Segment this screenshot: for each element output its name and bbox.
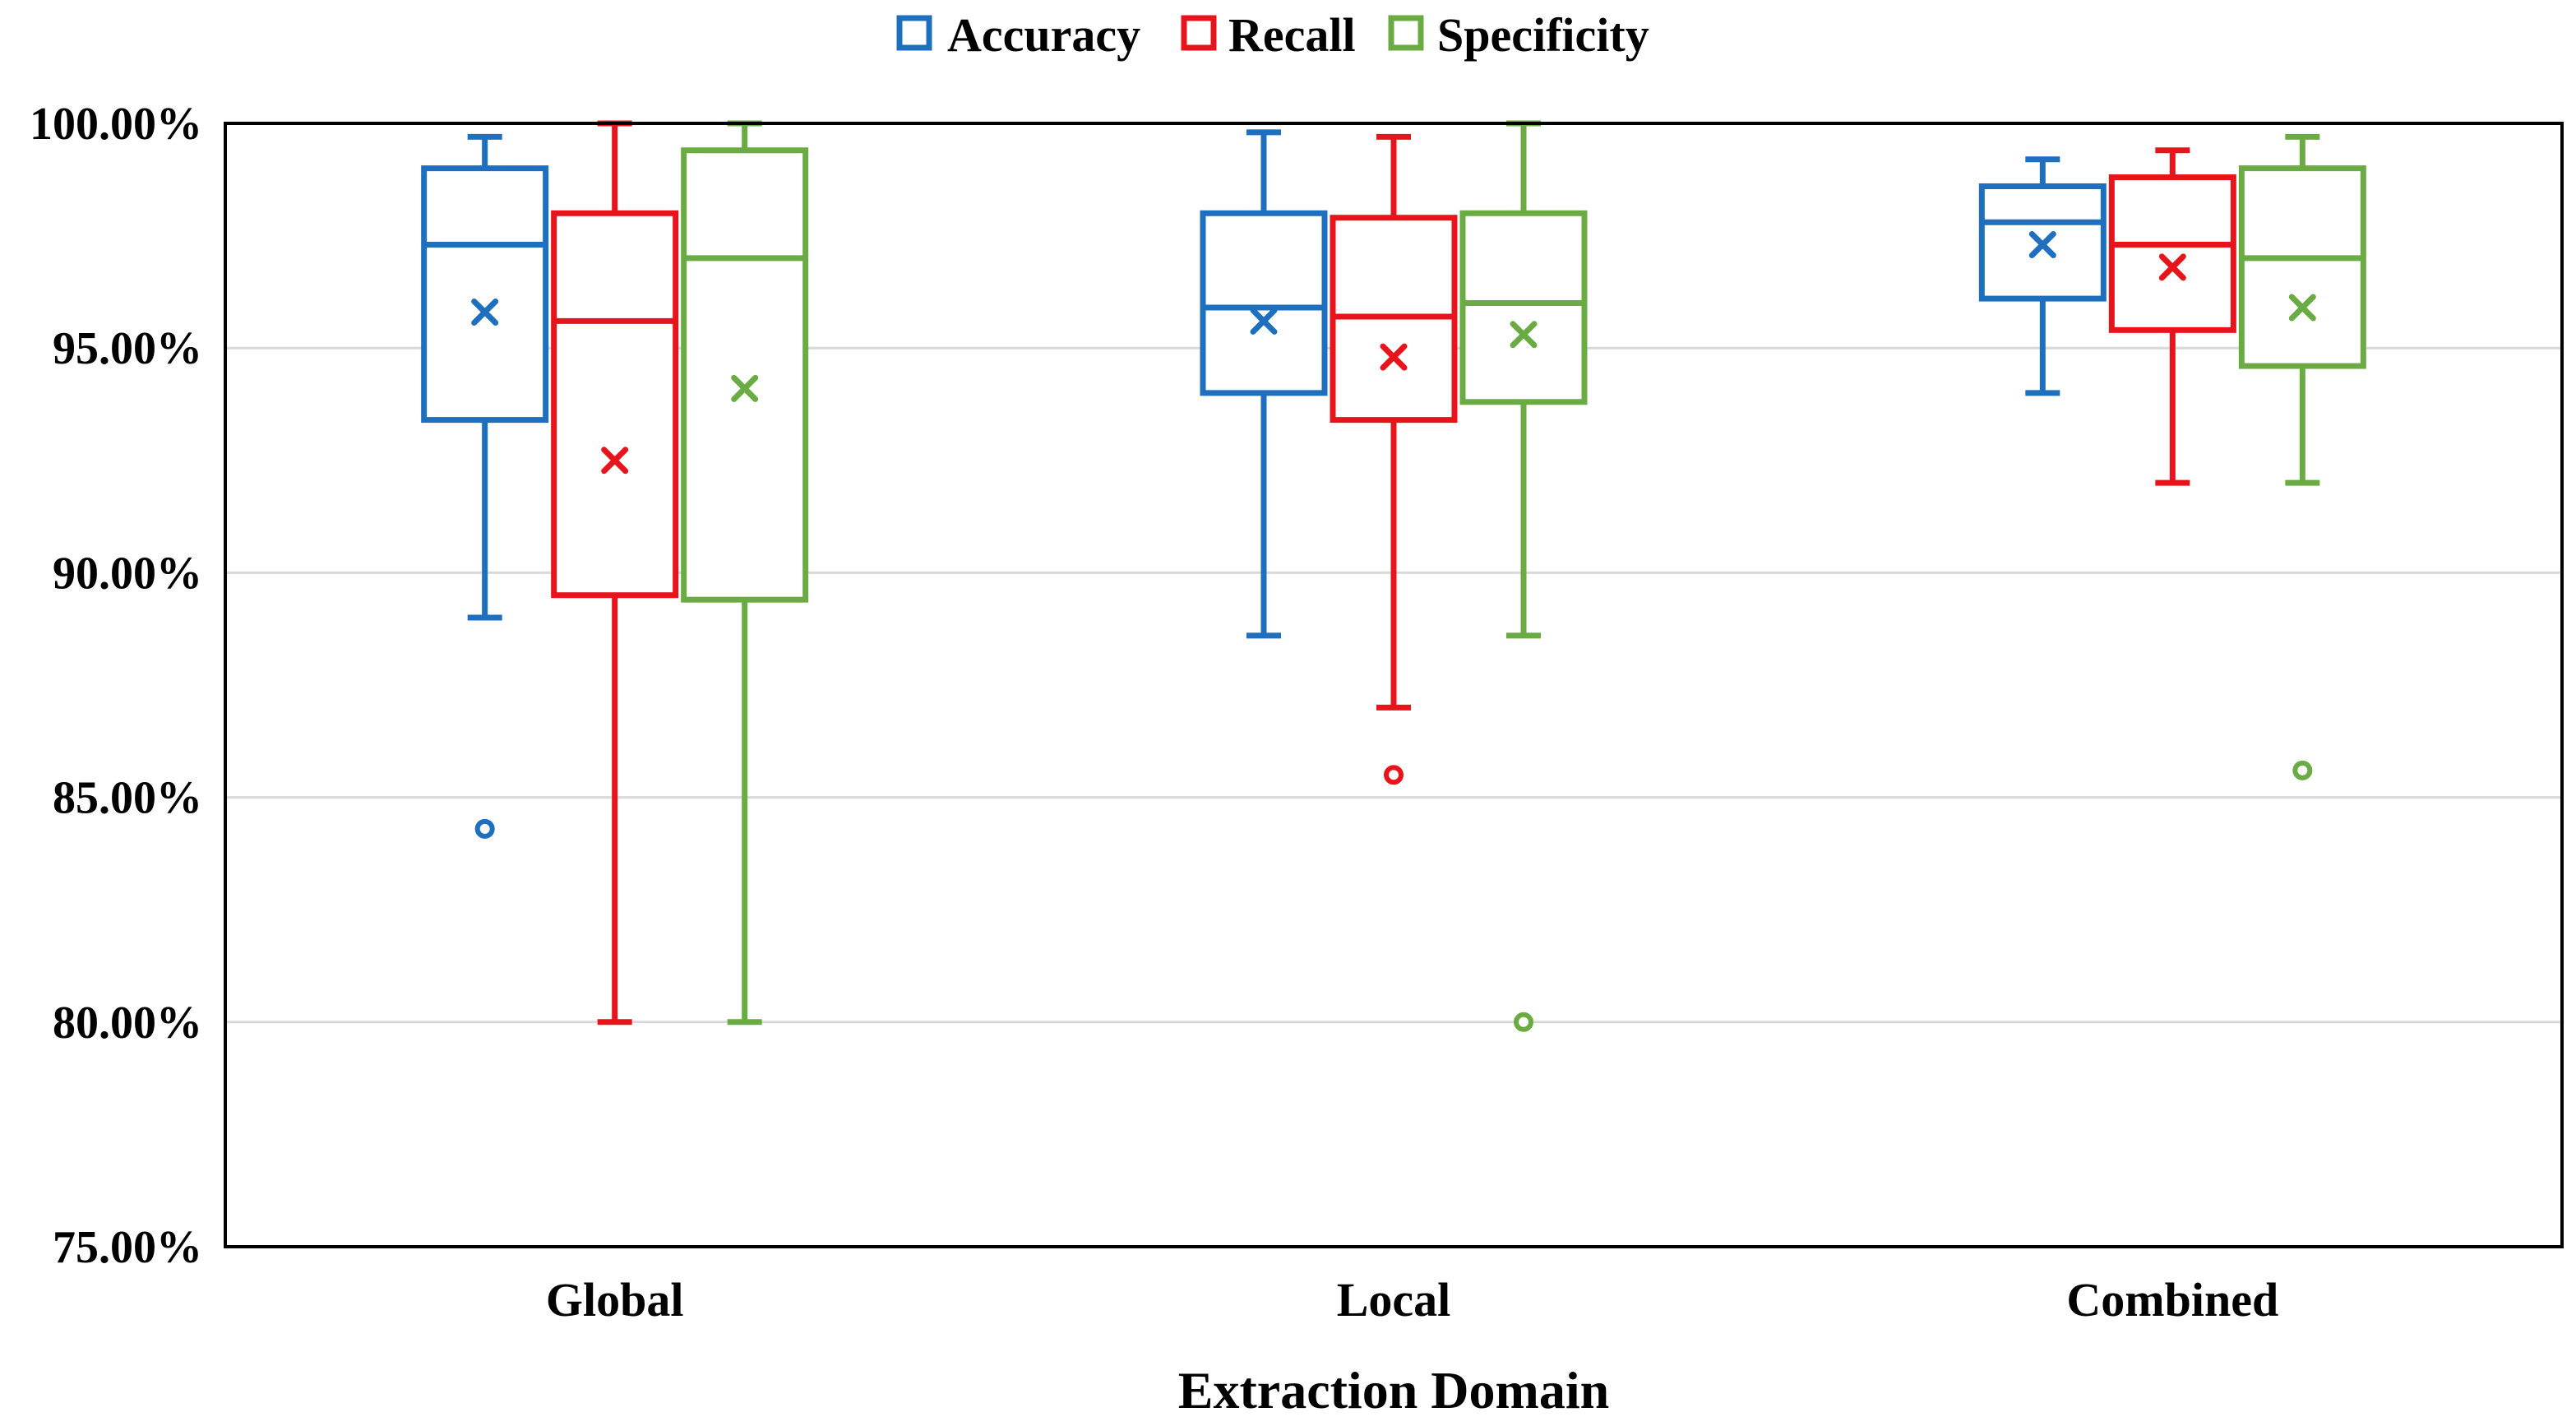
x-category-label: Combined [2066,1273,2278,1326]
outlier-point [1384,765,1404,785]
mean-marker-stroke [1510,321,1538,349]
y-tick-label: 100.00% [30,99,202,150]
legend-item-specificity: Specificity [1388,8,1649,62]
legend-swatch [1181,15,1217,51]
box-accuracy-global [421,133,549,839]
mean-marker-stroke [2158,253,2186,281]
mean-marker-stroke [1380,343,1408,371]
box-iqr [551,210,679,599]
mean-marker-stroke [2288,294,2316,322]
box-specificity-global [681,120,809,1026]
y-tick-label: 80.00% [53,998,202,1049]
mean-marker [601,447,629,475]
mean-marker [2028,231,2056,259]
legend-item-accuracy: Accuracy [896,8,1140,62]
y-tick-label: 95.00% [53,323,202,374]
box-recall-combined [2108,147,2236,486]
box-iqr [681,147,809,603]
box-iqr [421,165,549,424]
y-tick-label: 85.00% [53,773,202,824]
mean-marker-stroke [601,447,629,475]
mean-marker [731,374,759,402]
mean-marker [471,298,499,326]
outlier-point [474,818,495,839]
legend-item-recall: Recall [1181,8,1356,62]
y-tick-label: 75.00% [53,1222,202,1273]
x-category-label: Global [546,1273,684,1326]
legend-swatch [1388,15,1424,51]
legend-swatch [896,15,932,51]
x-axis-title: Extraction Domain [1178,1361,1609,1419]
box-iqr [1200,210,1328,396]
box-series [421,120,2366,1032]
y-tick-label: 90.00% [53,548,202,599]
mean-marker [1380,343,1408,371]
x-category-label: Local [1337,1273,1451,1326]
outlier-point [1514,1012,1533,1032]
x-axis-categories: Global Local Combined [546,1273,2278,1326]
mean-marker [1510,321,1538,349]
box-recall-global [551,120,679,1026]
box-accuracy-local [1200,129,1328,639]
mean-marker [2158,253,2186,281]
chart-legend: Accuracy Recall Specificity [896,8,1649,62]
mean-marker [2288,294,2316,322]
outlier-point [2292,760,2313,780]
box-recall-local [1330,133,1458,785]
box-iqr [2238,165,2366,369]
legend-label: Specificity [1437,8,1649,62]
legend-label: Accuracy [947,8,1140,62]
box-iqr [2108,174,2236,333]
box-iqr [1978,183,2107,302]
legend-label: Recall [1228,8,1356,62]
mean-marker-stroke [2028,231,2056,259]
y-axis-ticks: 75.00% 80.00% 85.00% 90.00% 95.00% 100.00% [30,99,202,1273]
plot-area-border [224,122,2564,1248]
mean-marker [1250,307,1278,335]
mean-marker-stroke [731,374,759,402]
box-specificity-combined [2238,133,2366,780]
mean-marker-stroke [1250,307,1278,335]
box-specificity-local [1459,120,1588,1032]
mean-marker-stroke [471,298,499,326]
box-accuracy-combined [1978,156,2107,396]
box-iqr [1459,210,1588,405]
